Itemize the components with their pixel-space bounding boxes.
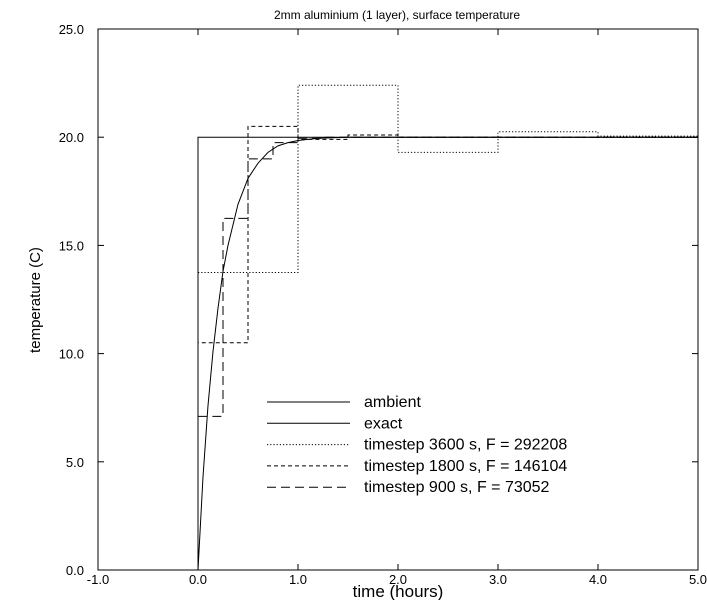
x-tick-label: 0.0 xyxy=(189,572,207,587)
chart-title: 2mm aluminium (1 layer), surface tempera… xyxy=(274,8,520,22)
x-tick-label: 2.0 xyxy=(389,572,407,587)
series-line-0 xyxy=(98,136,698,571)
y-tick-label: 15.0 xyxy=(59,238,84,253)
legend: ambient exact timestep 3600 s, F = 292208 t… xyxy=(267,394,567,496)
y-tick-label: 10.0 xyxy=(59,347,84,362)
x-tick-label: -1.0 xyxy=(87,572,109,587)
y-tick-labels: 0.0 5.0 10.0 15.0 20.0 25.0 xyxy=(59,22,84,578)
series-layer xyxy=(98,84,698,571)
series-line-4 xyxy=(197,136,698,570)
y-axis-label: temperature (C) xyxy=(27,247,44,353)
x-tick-labels: -1.0 0.0 1.0 2.0 3.0 4.0 5.0 xyxy=(87,572,707,587)
legend-label-1: exact xyxy=(364,415,403,432)
series-line-3 xyxy=(197,125,698,570)
series-line-1 xyxy=(197,136,698,571)
x-tick-label: 5.0 xyxy=(689,572,707,587)
y-tick-label: 5.0 xyxy=(66,455,84,470)
x-tick-label: 1.0 xyxy=(289,572,307,587)
legend-label-4: timestep 900 s, F = 73052 xyxy=(364,479,550,496)
x-axis-label: time (hours) xyxy=(353,582,444,600)
x-tick-label: 3.0 xyxy=(489,572,507,587)
y-tick-label: 20.0 xyxy=(59,130,84,145)
legend-label-3: timestep 1800 s, F = 146104 xyxy=(364,458,567,475)
x-tick-label: 4.0 xyxy=(589,572,607,587)
y-tick-label: 25.0 xyxy=(59,22,84,37)
legend-label-2: timestep 3600 s, F = 292208 xyxy=(364,437,567,454)
series-line-2 xyxy=(197,84,698,570)
y-tick-label: 0.0 xyxy=(66,563,84,578)
legend-label-0: ambient xyxy=(364,394,421,411)
